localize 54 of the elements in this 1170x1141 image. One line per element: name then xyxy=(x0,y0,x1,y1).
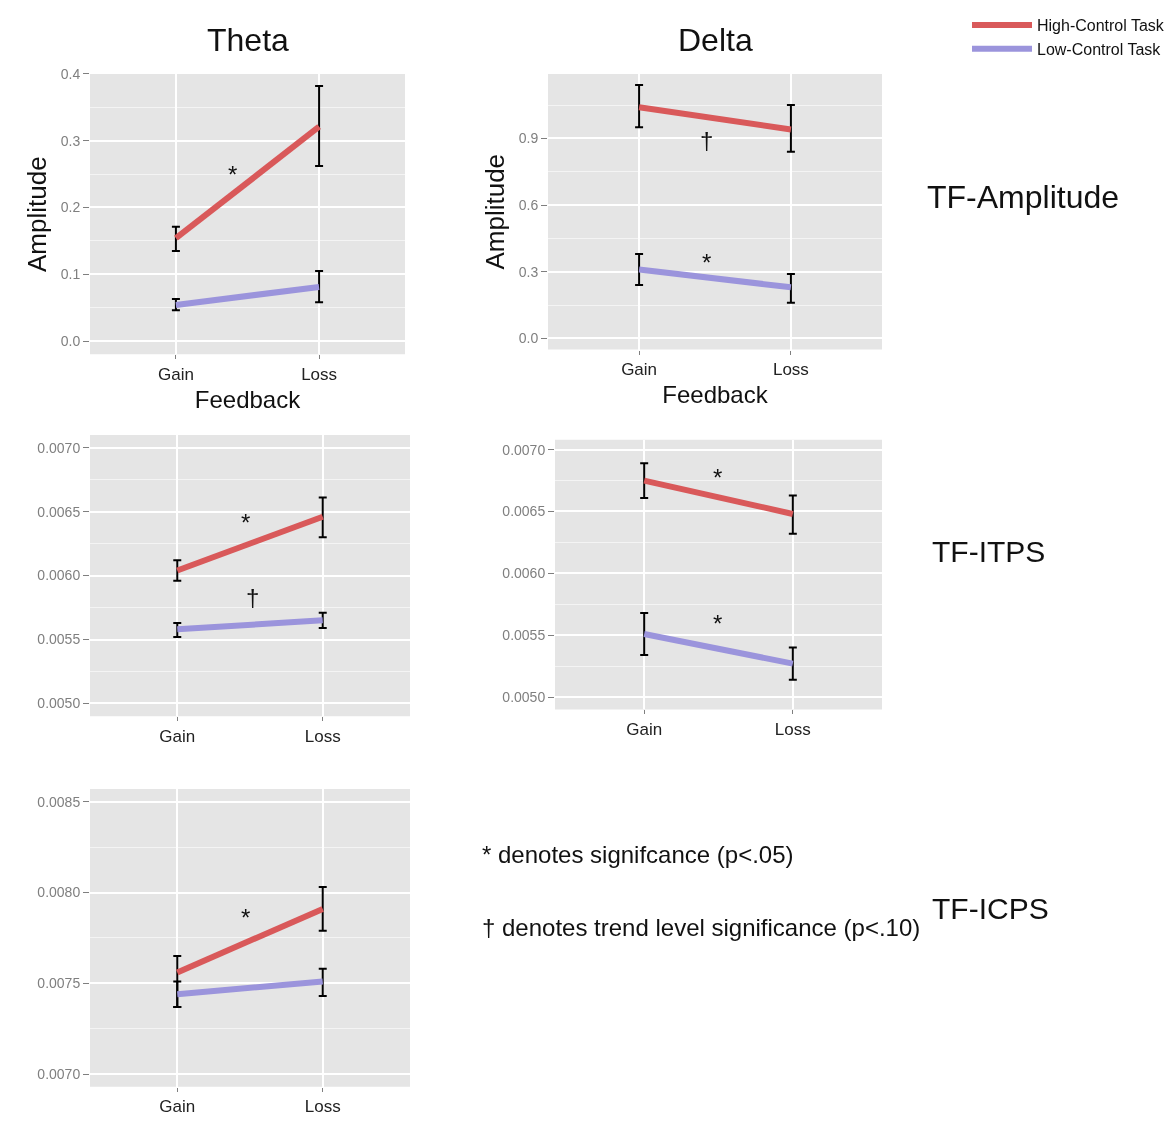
x-tick-label: Loss xyxy=(301,364,338,384)
legend-label: Low-Control Task xyxy=(1037,40,1162,58)
x-axis-title: Feedback xyxy=(194,386,302,414)
chart-title: Delta xyxy=(678,22,753,58)
x-tick-label: Gain xyxy=(159,1097,196,1117)
y-tick-label: 0.4 xyxy=(60,65,81,82)
y-tick-label: 0.0060 xyxy=(502,565,546,582)
y-axis-title: Amplitude xyxy=(22,156,53,272)
x-tick-label: Gain xyxy=(157,364,194,384)
annotation: * xyxy=(241,904,251,931)
x-tick-label: Gain xyxy=(159,726,196,746)
x-tick-label: Loss xyxy=(774,719,811,739)
y-axis-title: Amplitude xyxy=(480,153,511,270)
text: TF-Amplitude xyxy=(927,179,1120,215)
y-tick-label: 0.6 xyxy=(518,196,539,213)
annotation: * xyxy=(241,509,251,536)
y-tick-label: 0.0085 xyxy=(37,793,81,810)
y-tick-label: 0.3 xyxy=(60,132,81,149)
y-tick-label: 0.0070 xyxy=(37,1066,81,1083)
x-axis-title: Feedback xyxy=(662,381,769,409)
y-tick-label: 0.0080 xyxy=(37,884,81,901)
y-tick-label: 0.0070 xyxy=(502,441,546,458)
text: TF-ICPS xyxy=(932,892,1049,925)
text: * denotes signifcance (p<.05) xyxy=(482,841,794,868)
y-tick-label: 0.0050 xyxy=(502,688,546,705)
y-tick-label: 0.0065 xyxy=(37,503,81,520)
legend-label: High-Control Task xyxy=(1037,17,1165,35)
x-tick-label: Loss xyxy=(304,726,341,746)
chart-title: Theta xyxy=(207,22,290,58)
annotation: † xyxy=(700,127,714,154)
y-tick-label: 0.0060 xyxy=(37,567,81,584)
y-tick-label: 0.0 xyxy=(518,330,539,347)
x-tick-label: Loss xyxy=(304,1097,341,1117)
annotation: † xyxy=(246,584,260,611)
annotation: * xyxy=(713,464,723,491)
text: TF-ITPS xyxy=(932,535,1046,568)
y-tick-label: 0.3 xyxy=(518,263,539,280)
x-tick-label: Gain xyxy=(621,359,658,379)
y-tick-label: 0.0055 xyxy=(502,627,546,644)
y-tick-label: 0.2 xyxy=(60,199,81,216)
y-tick-label: 0.0075 xyxy=(37,975,81,992)
y-tick-label: 0.0050 xyxy=(37,695,81,712)
y-tick-label: 0.0065 xyxy=(502,503,546,520)
text: † denotes trend level significance (p<.10) xyxy=(482,914,921,941)
annotation: * xyxy=(713,610,723,637)
y-tick-label: 0.0055 xyxy=(37,631,81,648)
y-tick-label: 0.0070 xyxy=(37,439,81,456)
x-tick-label: Gain xyxy=(626,719,663,739)
x-tick-label: Loss xyxy=(772,359,809,379)
y-tick-label: 0.0 xyxy=(60,332,81,349)
annotation: * xyxy=(228,161,238,188)
y-tick-label: 0.1 xyxy=(60,266,81,283)
y-tick-label: 0.9 xyxy=(518,130,539,147)
annotation: * xyxy=(702,249,712,276)
